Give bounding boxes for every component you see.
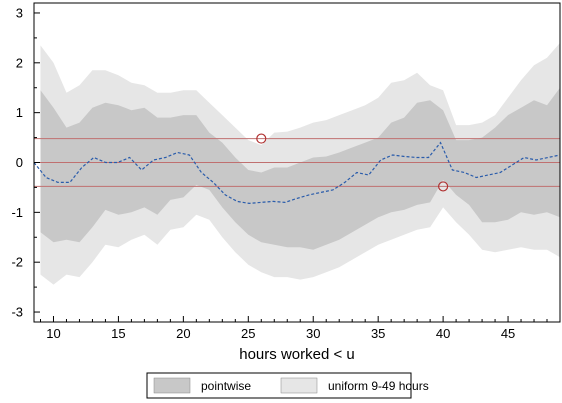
x-tick-label: 45	[501, 326, 515, 341]
legend: pointwise uniform 9-49 hours	[146, 372, 429, 399]
x-tick-label: 35	[371, 326, 385, 341]
estimate-line	[33, 141, 561, 205]
x-axis-ticks: 10 15 20 25 30 35 40 45	[39, 316, 561, 341]
y-tick-label: -2	[11, 255, 23, 270]
marker-circle-1	[438, 181, 449, 192]
markers-group	[256, 133, 449, 192]
x-tick-label: 20	[176, 326, 190, 341]
x-axis-title: hours worked < u	[239, 346, 354, 363]
y-tick-label: -3	[11, 305, 23, 320]
y-tick-label: 1	[16, 105, 23, 120]
legend-swatch-pointwise	[153, 377, 191, 394]
y-tick-label: -1	[11, 205, 23, 220]
x-tick-label: 30	[306, 326, 320, 341]
legend-label-pointwise: pointwise	[201, 379, 251, 393]
pointwise-band-group	[40, 87, 560, 250]
x-tick-label: 15	[111, 326, 125, 341]
legend-swatch-uniform	[280, 377, 318, 394]
reference-lines-group	[34, 138, 560, 187]
x-tick-label: 40	[436, 326, 450, 341]
pointwise-band	[40, 87, 560, 250]
y-axis-ticks: -3 -2 -1 0 1 2 3	[11, 5, 40, 320]
x-tick-label: 10	[46, 326, 60, 341]
y-tick-label: 3	[16, 5, 23, 20]
marker-circle-0	[256, 133, 267, 144]
legend-label-uniform: uniform 9-49 hours	[328, 379, 429, 393]
estimate-line-group	[33, 141, 561, 205]
y-tick-label: 0	[16, 155, 23, 170]
x-tick-label: 25	[241, 326, 255, 341]
legend-box	[146, 372, 412, 399]
y-tick-label: 2	[16, 55, 23, 70]
